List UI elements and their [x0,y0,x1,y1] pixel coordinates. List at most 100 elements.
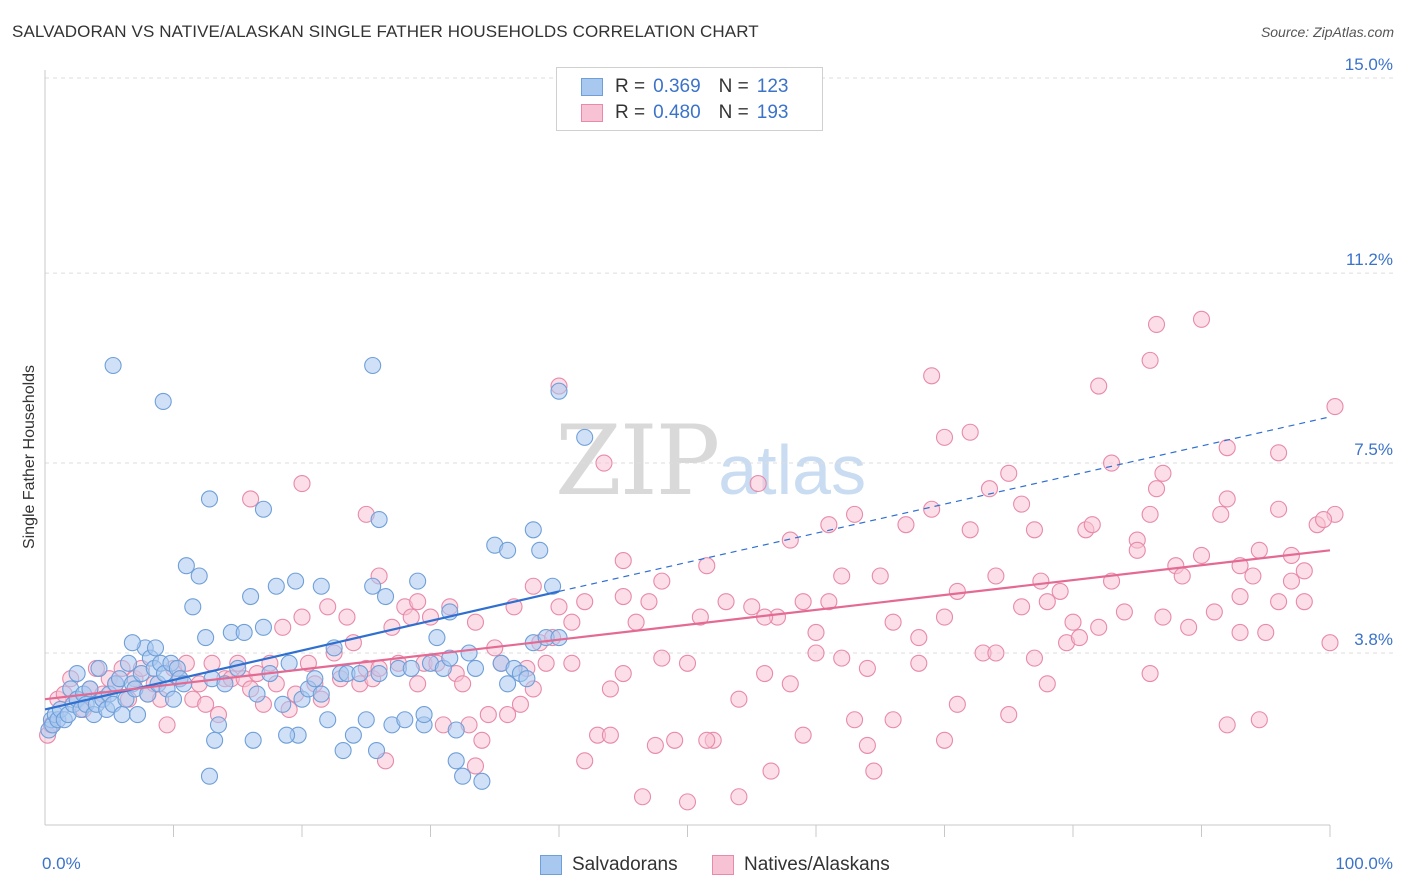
data-point [280,654,298,672]
data-point [762,762,780,780]
data-point [794,593,812,611]
data-point [447,752,465,770]
data-point [364,356,382,375]
data-point [524,577,542,595]
data-point [563,654,581,672]
data-point [1025,521,1043,539]
data-point [383,618,401,636]
data-point [473,772,491,790]
data-point [698,557,716,575]
data-point [1013,495,1031,513]
legend-n-value: 123 [756,76,789,97]
data-point [1180,618,1198,636]
data-point [1038,675,1056,693]
data-point [1141,351,1159,369]
data-point [197,629,215,647]
legend-n-label: N = [718,76,749,97]
data-point [499,541,517,559]
legend-swatch-natives [581,104,603,122]
data-point [197,695,215,713]
chart-title: SALVADORAN VS NATIVE/ALASKAN SINGLE FATH… [12,22,759,41]
data-point [1326,398,1344,416]
watermark-atlas: atlas [718,431,867,509]
data-point [550,598,568,616]
data-point [357,711,375,729]
data-point [1128,541,1146,559]
data-point [248,685,266,703]
data-point [1270,593,1288,611]
data-point [1103,454,1121,472]
data-point [820,593,838,611]
data-point [128,706,147,724]
data-point [1000,706,1018,724]
data-point [550,382,568,400]
data-point [409,593,427,611]
bottom-legend-swatch-natives [712,855,734,875]
data-point [871,567,889,585]
data-point [1038,593,1056,611]
data-point [614,552,632,570]
legend-row-salvadorans: R = 0.369 N = 123 [581,75,788,99]
data-point [164,690,183,708]
data-point [537,654,555,672]
data-point [312,685,330,703]
data-point [278,726,296,744]
legend-n-label: N = [718,102,749,123]
data-point [68,664,86,683]
data-point [678,793,697,811]
data-point [200,767,219,785]
data-point [923,500,941,518]
zipatlas-watermark: ZIPatlas [555,405,866,517]
data-point [1083,516,1101,534]
data-point [312,577,330,595]
data-point [781,675,799,693]
data-point [698,731,716,749]
data-point [499,675,517,693]
data-point [267,577,285,595]
data-point [1231,623,1249,642]
data-point [1282,572,1300,590]
data-point [531,541,549,559]
data-point [614,664,632,683]
data-point [254,618,273,636]
data-point [190,567,208,585]
data-point [595,454,613,472]
data-point [1257,623,1275,642]
data-point [640,593,658,611]
data-point [935,428,954,446]
data-point [306,670,324,688]
data-point [441,649,459,667]
data-point [1090,618,1108,636]
data-point [242,587,260,606]
data-point [428,629,446,647]
data-point [910,629,928,647]
legend-n-value: 193 [756,102,789,123]
legend-r-value: 0.369 [653,76,701,97]
data-point [293,475,311,493]
data-point [1295,593,1313,611]
data-point [781,531,799,549]
data-point [884,613,902,631]
data-point [730,690,748,708]
data-point [113,706,131,724]
data-point [646,736,664,754]
data-point [845,505,864,523]
correlation-legend: R = 0.369 N = 123 R = 0.480 N = 193 [556,67,823,131]
data-point [1154,464,1172,482]
data-point [466,613,485,631]
data-point [563,613,581,631]
data-point [1141,505,1159,523]
data-point [200,490,219,508]
data-point [1218,439,1236,457]
data-point [90,659,108,677]
data-point [691,608,709,626]
data-point [235,623,253,642]
legend-swatch-salvadorans [581,78,603,96]
data-point [910,654,928,672]
data-point [466,757,485,775]
data-point [499,706,517,724]
data-point [576,428,594,446]
data-point [158,716,176,734]
data-point [409,675,427,693]
data-point [402,608,420,626]
